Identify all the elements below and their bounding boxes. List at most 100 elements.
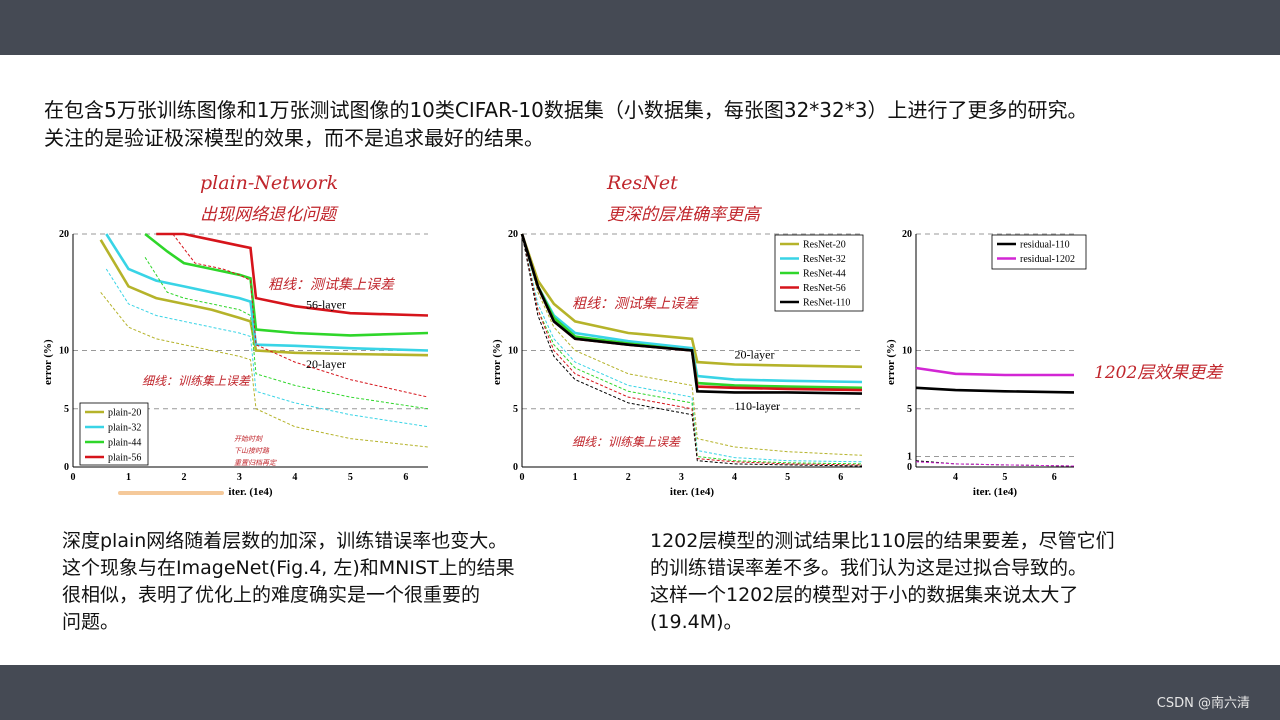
y-tick-label: 5 [513, 404, 518, 415]
y-tick-label: 10 [59, 346, 69, 357]
residual-1202-chart-svg: 01 5 10 20 4 5 6 iter. (1e4) error (%) residual-1… [885, 229, 1087, 498]
x-tick-label: 3 [679, 472, 684, 483]
x-tick-label: 5 [1002, 472, 1007, 483]
caption-left-line-2: 这个现象与在ImageNet(Fig.4, 左)和MNIST上的结果 [62, 557, 515, 579]
series-train-line [521, 233, 863, 465]
series-train-line [521, 233, 863, 467]
curve-label: 20-layer [306, 357, 346, 371]
plain-title-1: plain-Network [200, 172, 339, 194]
r1202-note: 1202层效果更差 [1094, 363, 1223, 383]
x-tick-label: 5 [348, 472, 353, 483]
bottom-bar: CSDN @南六清 [0, 665, 1280, 720]
y-tick-label: 5 [907, 404, 912, 415]
series-train-line [915, 461, 1075, 467]
series-train-line [172, 233, 429, 398]
x-tick-label: 1 [573, 472, 578, 483]
caption-right: 1202层模型的测试结果比110层的结果要差，尽管它们 的训练错误率差不多。我们… [650, 528, 1115, 636]
series-test-line [915, 366, 1074, 377]
x-axis-label: iter. (1e4) [228, 486, 273, 498]
legend-label: plain-56 [108, 453, 141, 464]
series-test-line [520, 233, 863, 395]
x-axis-label: iter. (1e4) [973, 486, 1018, 498]
y-axis-label: error (%) [42, 339, 54, 385]
plain-chart: 0 5 10 20 0 1 2 3 4 5 6 iter. (1e4) error (%) plain-2… [40, 225, 440, 498]
x-axis-label: iter. (1e4) [670, 486, 715, 498]
x-tick-label: 6 [838, 472, 843, 483]
y-tick-label: 20 [902, 229, 912, 240]
small-note-3: 重置归档再定 [234, 459, 277, 467]
legend-box [774, 234, 864, 312]
series-train-line [521, 233, 863, 463]
caption-left: 深度plain网络随着层数的加深，训练错误率也变大。 这个现象与在ImageNe… [62, 528, 515, 636]
caption-right-line-3: 这样一个1202层的模型对于小的数据集来说太大了 [650, 584, 1079, 606]
small-note-1: 开始时刻 [234, 435, 263, 443]
x-tick-label: 2 [626, 472, 631, 483]
x-tick-label: 3 [237, 472, 242, 483]
x-tick-label: 6 [1052, 472, 1057, 483]
highlight-smear [118, 491, 224, 495]
caption-left-line-1: 深度plain网络随着层数的加深，训练错误率也变大。 [62, 530, 508, 552]
series-test-line [105, 233, 429, 352]
caption-left-line-4: 问题。 [62, 611, 120, 633]
series-train-line [105, 268, 429, 428]
top-bar [0, 0, 1280, 55]
x-tick-label: 6 [403, 472, 408, 483]
intro-line-1: 在包含5万张训练图像和1万张测试图像的10类CIFAR-10数据集（小数据集，每… [44, 98, 1088, 122]
x-tick-label: 4 [292, 472, 297, 483]
x-tick-label: 0 [520, 472, 525, 483]
caption-left-line-3: 很相似，表明了优化上的难度确实是一个很重要的 [62, 584, 481, 606]
caption-right-line-4: (19.4M)。 [650, 611, 743, 633]
small-note-2: 下山接时路 [234, 447, 270, 455]
series-test-line [99, 239, 429, 357]
y-tick-label: 1 [907, 452, 912, 463]
plain-title-2: 出现网络退化问题 [200, 205, 336, 225]
legend-label: plain-32 [108, 423, 141, 434]
curve-label: 20-layer [735, 348, 775, 362]
legend-label: plain-44 [108, 438, 141, 449]
resnet-chart-svg: 0 5 10 20 0 1 2 3 4 5 6 iter. (1e4) error (%) ResNet-… [491, 229, 864, 498]
legend-label: ResNet-110 [803, 298, 850, 309]
y-axis-label: error (%) [885, 339, 897, 385]
y-tick-label: 20 [59, 229, 69, 240]
plain-chart-svg: 0 5 10 20 0 1 2 3 4 5 6 iter. (1e4) error (%) plain-2… [42, 229, 429, 498]
thick-line-note: 粗线：测试集上误差 [268, 277, 396, 293]
curve-label: 56-layer [306, 298, 346, 312]
legend-label: ResNet-20 [803, 240, 846, 251]
y-tick-label: 10 [902, 346, 912, 357]
legend-label: residual-1202 [1020, 254, 1075, 265]
curve-label: 110-layer [735, 399, 781, 413]
legend-box [79, 402, 149, 466]
x-tick-label: 5 [785, 472, 790, 483]
legend-label: ResNet-32 [803, 254, 846, 265]
legend-box [991, 234, 1087, 270]
x-tick-label: 1 [126, 472, 131, 483]
watermark: CSDN @南六清 [1156, 696, 1250, 711]
caption-right-line-1: 1202层模型的测试结果比110层的结果要差，尽管它们 [650, 530, 1115, 552]
thin-line-note: 细线：训练集上误差 [142, 374, 251, 388]
y-tick-label: 0 [907, 462, 912, 473]
resnet-title-2: 更深的层准确率更高 [607, 205, 760, 225]
y-tick-label: 20 [508, 229, 518, 240]
series-train-line [100, 291, 429, 448]
thick-line-note: 粗线：测试集上误差 [572, 296, 700, 312]
y-tick-label: 10 [508, 346, 518, 357]
x-tick-label: 4 [732, 472, 737, 483]
x-tick-label: 4 [953, 472, 958, 483]
series-test-line [520, 233, 863, 369]
y-tick-label: 5 [64, 404, 69, 415]
legend-label: ResNet-56 [803, 283, 846, 294]
legend-label: plain-20 [108, 408, 141, 419]
x-tick-label: 2 [181, 472, 186, 483]
series-test-line [144, 232, 429, 337]
intro-text: 在包含5万张训练图像和1万张测试图像的10类CIFAR-10数据集（小数据集，每… [44, 96, 1264, 152]
legend-label: residual-110 [1020, 240, 1070, 251]
x-tick-label: 0 [71, 472, 76, 483]
intro-line-2: 关注的是验证极深模型的效果，而不是追求最好的结果。 [44, 126, 544, 150]
resnet-title-1: ResNet [607, 172, 678, 194]
residual-1202-chart: 0 1 5 10 20 4 5 6 iter. (1e4) error (%) residual-1… [880, 225, 1090, 498]
series-test-line [156, 232, 429, 317]
thin-line-note: 细线：训练集上误差 [572, 435, 681, 449]
series-train-line [521, 233, 863, 456]
caption-right-line-2: 的训练错误率差不多。我们认为这是过拟合导致的。 [650, 557, 1088, 579]
y-tick-label: 0 [64, 462, 69, 473]
